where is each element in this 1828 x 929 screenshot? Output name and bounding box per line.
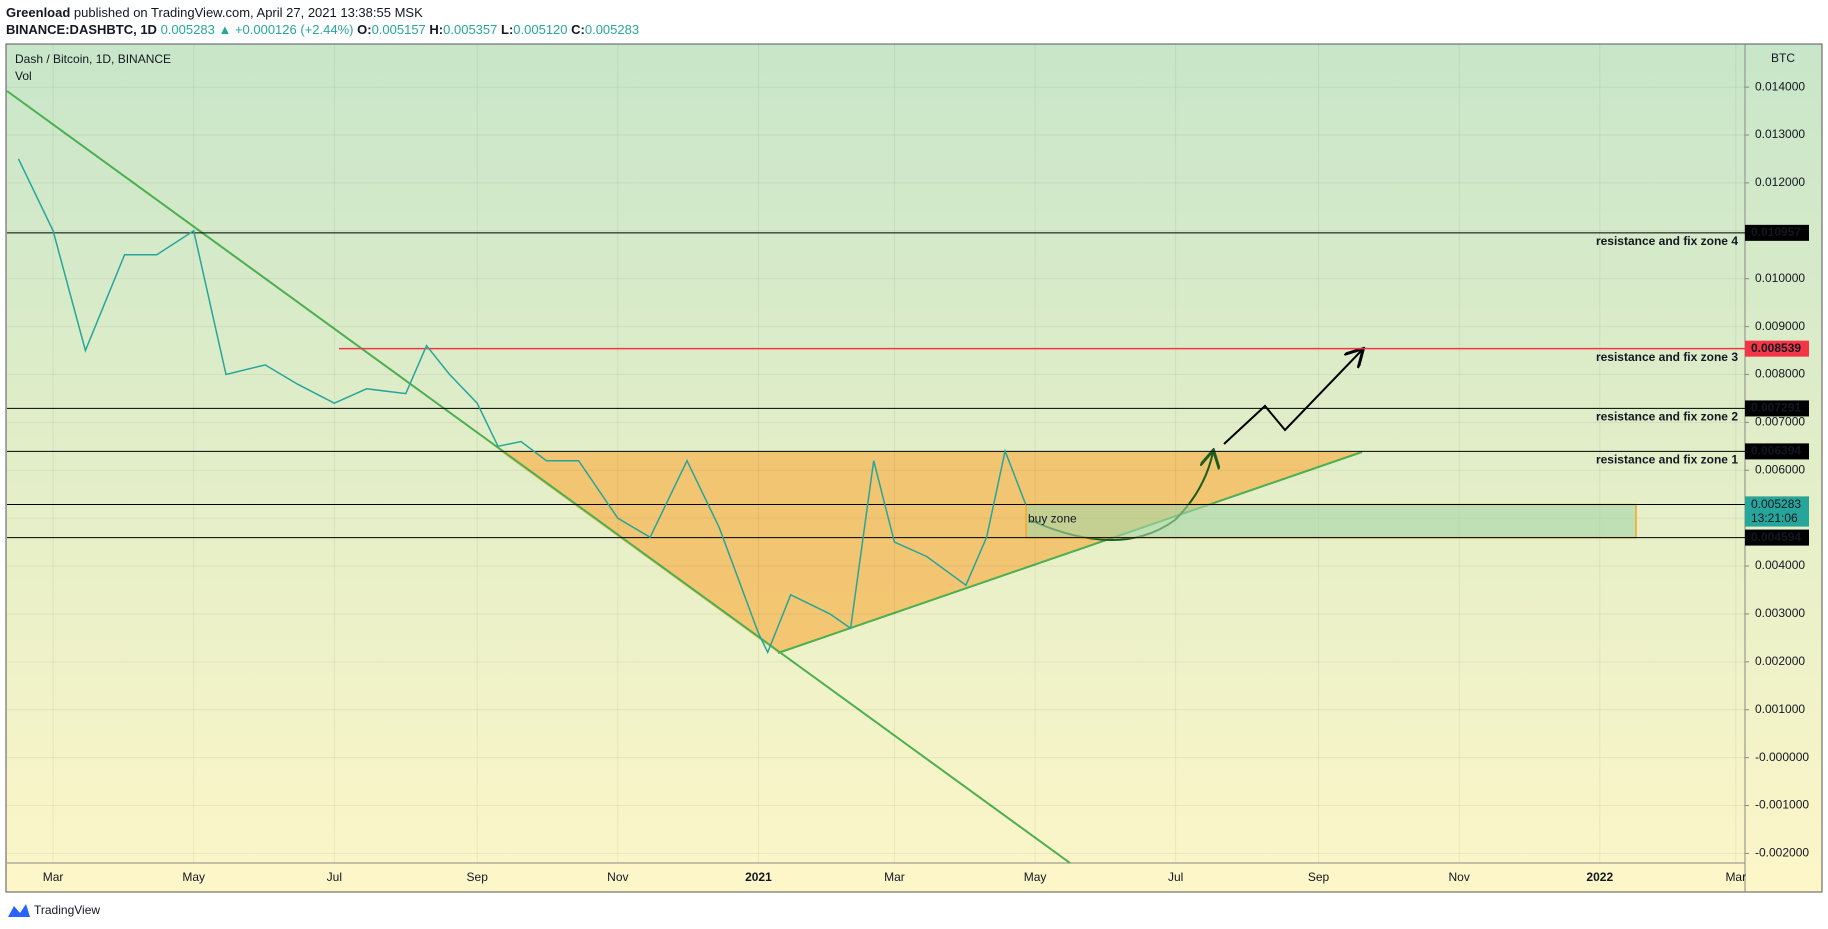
ohlc-key: L:: [501, 22, 514, 37]
ohlc-value: 0.005120: [513, 22, 568, 37]
brand: TradingView: [34, 903, 100, 917]
last-price-badge: [1745, 496, 1809, 527]
level-badge: [1745, 224, 1809, 241]
x-tick-label: Jul: [1168, 870, 1183, 884]
level-badge-label: 0.007291: [1751, 401, 1801, 415]
ohlc-value: 0.005357: [443, 22, 498, 37]
ohlc-key: O:: [357, 22, 372, 37]
change: +0.000126 (+2.44%): [234, 22, 354, 37]
level-badge: [1745, 529, 1809, 546]
ohlc-value: 0.005157: [371, 22, 426, 37]
y-tick-label: 0.008000: [1755, 367, 1805, 381]
x-tick-label: 2021: [745, 870, 772, 884]
y-tick-label: 0.010000: [1755, 271, 1805, 285]
y-tick-label: -0.001000: [1755, 798, 1809, 812]
header-line: BINANCE:DASHBTC, 1D 0.005283 ▲ +0.000126…: [6, 21, 639, 38]
published: published on TradingView.com, April 27, …: [73, 5, 423, 20]
level-badge-label: 0.004594: [1751, 530, 1801, 544]
level-badge-label: 0.006394: [1751, 444, 1801, 458]
level-badge: [1745, 400, 1809, 417]
x-tick-label: Mar: [884, 870, 905, 884]
y-tick-label: -0.000000: [1755, 750, 1809, 764]
x-tick-label: Mar: [1725, 870, 1746, 884]
chart-title: Dash / Bitcoin, 1D, BINANCE: [15, 52, 171, 66]
level-note: resistance and fix zone 3: [1596, 350, 1738, 364]
level-note: resistance and fix zone 2: [1596, 410, 1738, 424]
ohlc-value: 0.005283: [584, 22, 640, 37]
ohlc-key: H:: [429, 22, 444, 37]
x-tick-label: Mar: [43, 870, 64, 884]
level-badge-label: 0.008539: [1751, 341, 1801, 355]
y-tick-label: -0.002000: [1755, 846, 1809, 860]
x-tick-label: Nov: [1449, 870, 1470, 884]
x-tick-label: 2022: [1586, 870, 1613, 884]
level-note: resistance and fix zone 4: [1596, 234, 1738, 248]
symbol: BINANCE:DASHBTC, 1D: [6, 22, 157, 37]
x-tick-label: Sep: [467, 870, 489, 884]
y-tick-label: 0.006000: [1755, 462, 1805, 476]
header: Greenload published on TradingView.com, …: [6, 4, 639, 38]
y-tick-label: 0.009000: [1755, 319, 1805, 333]
arrow: ▲: [218, 22, 232, 37]
downtrend-line: [6, 90, 1071, 864]
y-tick-label: 0.001000: [1755, 702, 1805, 716]
author: Greenload: [6, 5, 71, 20]
level-badge: [1745, 340, 1809, 357]
y-tick-label: 0.013000: [1755, 127, 1805, 141]
chart-body: 0.0140000.0130000.0120000.0110000.010000…: [7, 44, 1809, 884]
x-tick-label: May: [182, 870, 205, 884]
zigzag-arrow: [1223, 350, 1362, 445]
y-tick-label: 0.004000: [1755, 558, 1805, 572]
price-line: [17, 158, 1027, 655]
x-tick-label: May: [1024, 870, 1047, 884]
last-price-label: 0.005283: [1751, 497, 1801, 511]
buy-zone: [1025, 503, 1637, 539]
y-tick-label: 0.014000: [1755, 79, 1805, 93]
x-tick-label: Sep: [1308, 870, 1330, 884]
volume-label: Vol: [15, 69, 32, 83]
header-line: Greenload published on TradingView.com, …: [6, 4, 639, 21]
logo: [8, 904, 30, 917]
y-tick-label: 0.007000: [1755, 415, 1805, 429]
x-tick-label: Nov: [607, 870, 628, 884]
uptrend-line: [777, 451, 1363, 654]
level-badge-label: 0.010957: [1751, 225, 1801, 239]
level-note: resistance and fix zone 1: [1596, 453, 1738, 467]
y-tick-label: 0.002000: [1755, 654, 1805, 668]
level-badge: [1745, 443, 1809, 460]
triangle: [501, 452, 1362, 653]
y-tick-label: 0.003000: [1755, 606, 1805, 620]
ohlc-key: C:: [571, 22, 585, 37]
annotation: buy zone: [1028, 512, 1077, 526]
x-tick-label: Jul: [327, 870, 342, 884]
axis-unit: BTC: [1771, 51, 1795, 65]
countdown: 13:21:06: [1751, 511, 1798, 525]
y-tick-label: 0.012000: [1755, 175, 1805, 189]
footer: TradingView: [8, 903, 100, 917]
last: 0.005283: [160, 22, 215, 37]
